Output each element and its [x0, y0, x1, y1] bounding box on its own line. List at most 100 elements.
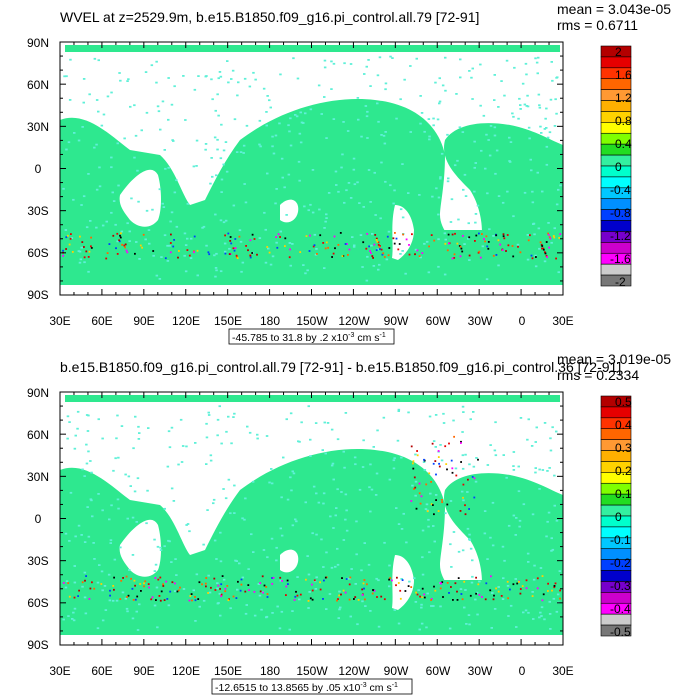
ocean-texture [292, 472, 296, 475]
ocean-texture [405, 541, 408, 544]
ocean-texture [166, 465, 170, 468]
anomaly-speckle [134, 598, 137, 601]
ocean-texture [446, 180, 450, 183]
anomaly-speckle [419, 502, 422, 505]
ocean-texture [299, 111, 302, 114]
ocean-texture [524, 62, 528, 65]
ocean-texture [140, 129, 143, 132]
ocean-texture [388, 564, 391, 567]
ocean-texture [85, 443, 88, 446]
ocean-texture [501, 598, 505, 600]
ocean-texture [144, 238, 147, 241]
ocean-texture [535, 426, 538, 429]
ocean-texture [216, 148, 219, 151]
lat-label-90n: 90N [27, 386, 49, 400]
anomaly-speckle [275, 236, 277, 238]
ocean-texture [163, 545, 166, 548]
ocean-texture [299, 141, 303, 144]
ocean-texture [219, 219, 223, 222]
lon-label-60e: 60E [91, 314, 112, 328]
ocean-texture [110, 504, 113, 507]
anomaly-speckle [337, 244, 340, 246]
ocean-texture [553, 125, 557, 127]
ocean-texture [525, 105, 528, 107]
ocean-texture [272, 152, 276, 155]
ocean-texture [128, 230, 131, 233]
ocean-texture [540, 615, 543, 617]
ocean-texture [193, 88, 197, 91]
ocean-texture [150, 64, 154, 67]
ocean-texture [195, 573, 199, 576]
ocean-texture [313, 233, 317, 236]
ocean-texture [80, 204, 83, 206]
ocean-texture [72, 611, 75, 614]
ocean-texture [214, 267, 218, 269]
ocean-texture [551, 548, 555, 551]
ocean-texture [462, 188, 465, 191]
ocean-texture [185, 445, 188, 448]
anomaly-speckle [495, 254, 498, 256]
anomaly-speckle [331, 256, 333, 258]
ocean-texture [529, 158, 532, 161]
ocean-texture [173, 191, 177, 194]
ocean-texture [444, 56, 447, 59]
lon-label-150w: 150W [296, 314, 328, 328]
ocean-texture [240, 270, 243, 273]
anomaly-speckle [475, 576, 477, 579]
ocean-texture [335, 507, 338, 509]
ocean-texture [434, 414, 438, 416]
ocean-texture [359, 234, 363, 236]
anomaly-speckle [415, 591, 417, 594]
ocean-texture [98, 564, 101, 566]
ocean-texture [400, 528, 404, 530]
ocean-texture [258, 119, 262, 122]
ocean-texture [95, 99, 99, 101]
ocean-texture [323, 267, 326, 269]
ocean-texture [271, 145, 274, 148]
anomaly-speckle [272, 577, 275, 579]
ocean-texture [264, 228, 267, 231]
ocean-texture [457, 550, 461, 553]
anomaly-speckle [539, 241, 542, 244]
anomaly-speckle [471, 476, 474, 478]
lon-label-150e: 150E [214, 314, 242, 328]
ocean-texture [338, 608, 341, 611]
anomaly-speckle [78, 589, 80, 592]
ocean-texture [555, 430, 558, 433]
ocean-texture [352, 168, 356, 171]
ocean-texture [218, 405, 221, 408]
ocean-texture [356, 623, 359, 626]
ocean-texture [395, 117, 398, 120]
ocean-texture [109, 539, 113, 542]
ocean-texture [156, 105, 160, 108]
ocean-texture [399, 208, 403, 211]
ocean-texture [289, 264, 292, 267]
ocean-texture [369, 610, 372, 612]
ocean-texture [289, 412, 293, 415]
ocean-texture [315, 248, 318, 250]
ocean-texture [548, 600, 551, 603]
ocean-texture [215, 558, 218, 560]
ocean-texture [399, 253, 402, 255]
anomaly-speckle [428, 472, 431, 475]
ocean-texture [167, 430, 171, 433]
ocean-texture [446, 133, 449, 136]
ocean-texture [98, 166, 101, 169]
anomaly-speckle [507, 244, 510, 247]
ocean-texture [467, 222, 470, 225]
anomaly-speckle [132, 599, 135, 601]
anomaly-speckle [415, 507, 418, 510]
ocean-texture [117, 184, 120, 187]
ocean-texture [265, 111, 268, 113]
anomaly-speckle [531, 257, 534, 260]
ocean-texture [265, 124, 268, 127]
ocean-texture [295, 115, 299, 118]
ocean-texture [444, 512, 447, 515]
ocean-texture [471, 559, 474, 562]
ocean-texture [76, 410, 80, 413]
anomaly-speckle [85, 250, 88, 253]
ocean-texture [545, 163, 549, 166]
ocean-texture [111, 191, 114, 194]
ocean-texture [532, 618, 535, 620]
anomaly-speckle [238, 235, 241, 238]
